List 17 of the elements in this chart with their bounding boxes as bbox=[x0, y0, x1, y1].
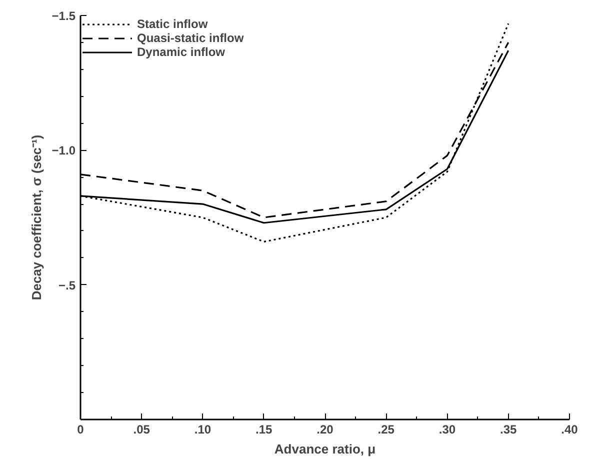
x-tick-label: .05 bbox=[133, 422, 150, 436]
x-tick-label: .40 bbox=[561, 422, 578, 436]
y-tick-label: −.5 bbox=[58, 278, 76, 292]
legend-label: Quasi-static inflow bbox=[137, 31, 244, 45]
y-tick-label: −1.5 bbox=[52, 9, 76, 23]
x-tick-label: .30 bbox=[438, 422, 456, 436]
legend-label: Static inflow bbox=[137, 17, 208, 31]
legend-label: Dynamic inflow bbox=[137, 45, 226, 59]
x-tick-label: .35 bbox=[500, 422, 518, 436]
y-axis-title: Decay coefficient, σ (sec⁻¹) bbox=[28, 134, 44, 300]
x-tick-label: 0 bbox=[77, 422, 84, 436]
x-tick-label: .20 bbox=[316, 422, 334, 436]
x-axis-title: Advance ratio, μ bbox=[274, 442, 376, 456]
y-tick-label: −1.0 bbox=[52, 144, 76, 158]
x-tick-label: .15 bbox=[256, 422, 273, 436]
x-tick-label: .25 bbox=[378, 422, 395, 436]
x-tick-label: .10 bbox=[194, 422, 212, 436]
